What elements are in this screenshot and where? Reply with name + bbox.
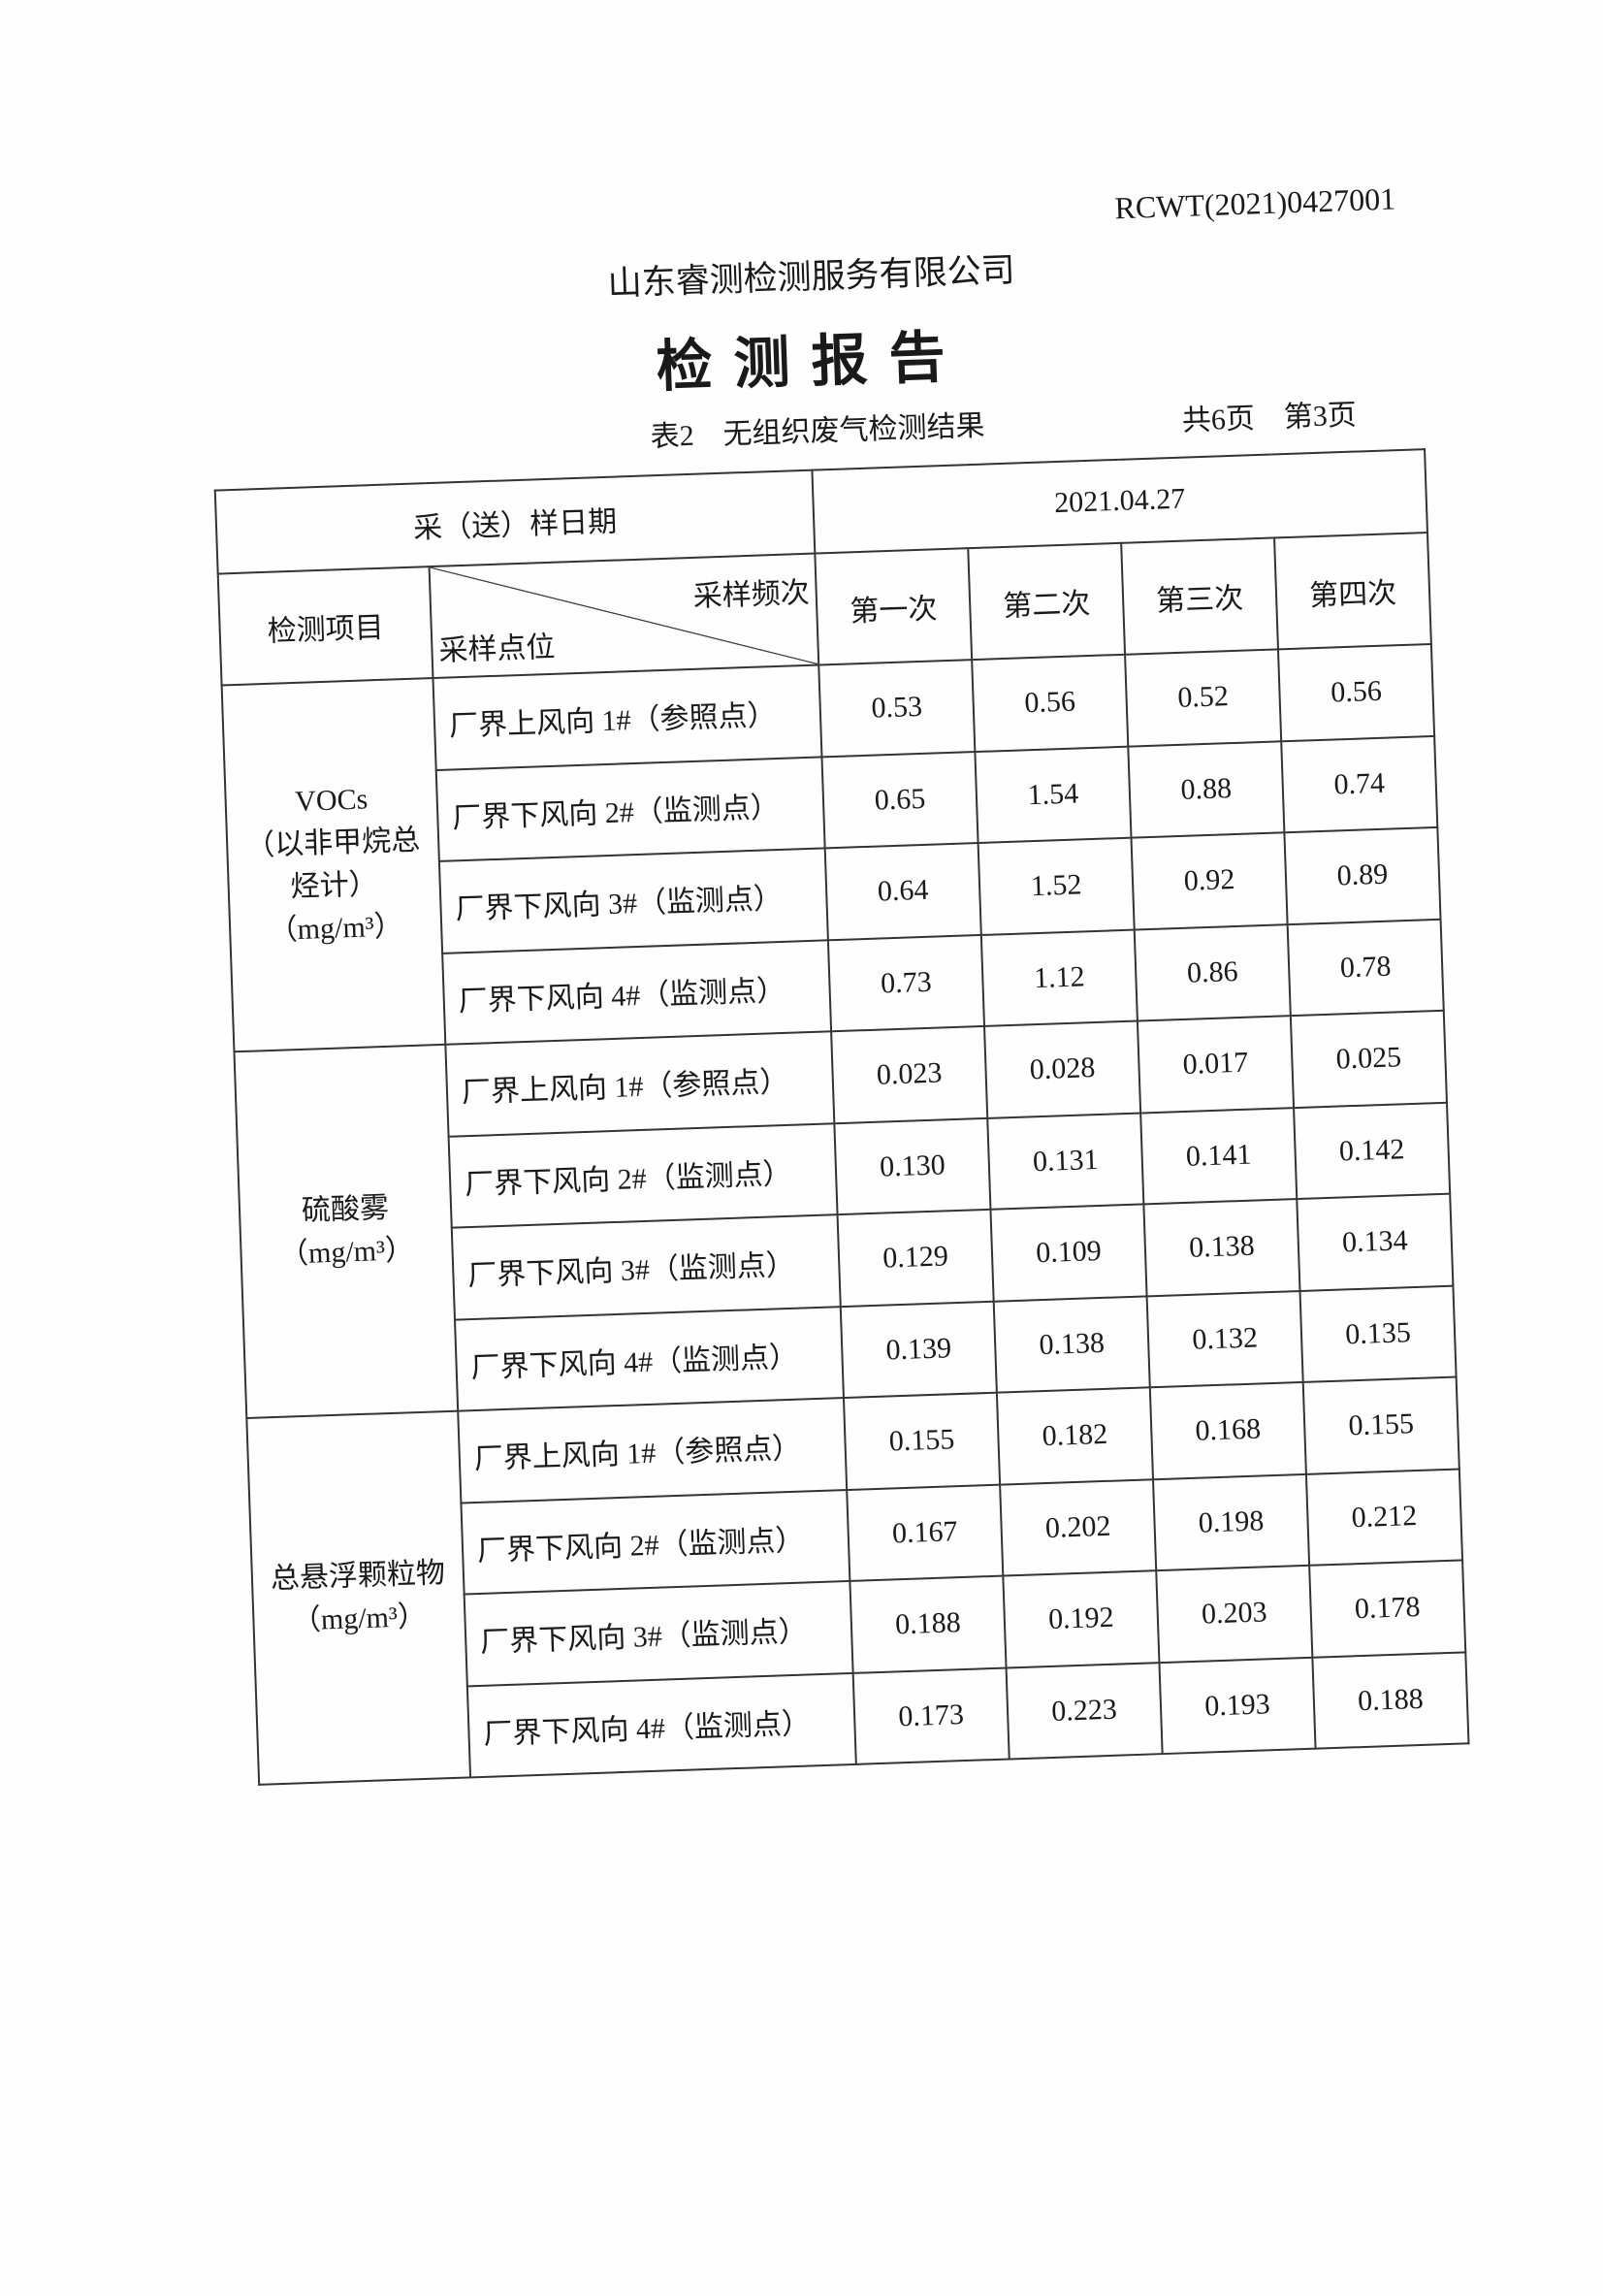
measurement-value: 0.142 <box>1294 1102 1451 1200</box>
measurement-value: 0.132 <box>1146 1290 1303 1388</box>
measurement-value: 0.223 <box>1006 1662 1163 1760</box>
measurement-value: 0.193 <box>1159 1657 1316 1755</box>
freq-header: 采样频次 <box>692 576 811 613</box>
test-item-cell: VOCs （以非甲烷总 烃计） （mg/m³） <box>221 678 446 1052</box>
measurement-value: 0.131 <box>987 1112 1144 1210</box>
sampling-point: 厂界下风向 4#（监测点） <box>454 1306 844 1411</box>
measurement-value: 0.56 <box>972 654 1129 752</box>
measurement-value: 0.178 <box>1309 1560 1466 1658</box>
measurement-value: 0.52 <box>1125 649 1282 747</box>
point-header: 采样点位 <box>437 631 557 667</box>
measurement-value: 0.74 <box>1281 735 1438 833</box>
sampling-point: 厂界上风向 1#（参照点） <box>433 664 822 770</box>
test-item-cell: 硫酸雾 （mg/m³） <box>234 1044 459 1419</box>
measurement-value: 0.65 <box>821 751 978 849</box>
sampling-point: 厂界下风向 3#（监测点） <box>464 1580 853 1686</box>
measurement-value: 0.92 <box>1131 832 1288 930</box>
round-header: 第三次 <box>1121 537 1278 655</box>
round-header: 第一次 <box>815 548 973 665</box>
measurement-value: 0.167 <box>847 1484 1004 1581</box>
test-item-line: VOCs <box>294 783 369 818</box>
measurement-value: 0.025 <box>1290 1010 1447 1108</box>
item-header: 检测项目 <box>217 566 433 686</box>
diagonal-line <box>431 555 818 677</box>
table-caption: 表2 无组织废气检测结果 <box>650 409 986 454</box>
sampling-point: 厂界上风向 1#（参照点） <box>458 1398 848 1504</box>
measurement-value: 0.141 <box>1140 1107 1298 1205</box>
test-item-line: 烃计） <box>290 868 379 904</box>
measurement-value: 0.53 <box>818 660 976 757</box>
measurement-value: 0.129 <box>837 1209 994 1307</box>
test-item-line: 硫酸雾 <box>301 1191 390 1227</box>
test-item-line: （以非甲烷总 <box>244 824 421 862</box>
results-table: 采（送）样日期 2021.04.27 检测项目 采样频次 采样点位 第一次 第二… <box>214 448 1470 1786</box>
measurement-value: 0.202 <box>1000 1478 1157 1576</box>
test-item-line: （mg/m³） <box>278 1234 415 1271</box>
measurement-value: 0.017 <box>1137 1016 1295 1113</box>
measurement-value: 0.138 <box>1143 1199 1300 1296</box>
measurement-value: 0.173 <box>852 1667 1010 1764</box>
measurement-value: 0.188 <box>1312 1651 1469 1749</box>
sampling-point: 厂界下风向 3#（监测点） <box>438 848 828 954</box>
measurement-value: 0.64 <box>824 843 981 940</box>
company-name: 山东睿测检测服务有限公司 <box>607 250 1016 304</box>
sampling-point: 厂界下风向 3#（监测点） <box>451 1214 841 1320</box>
measurement-value: 0.138 <box>993 1295 1150 1393</box>
report-title: 检测报告 <box>655 323 968 401</box>
report-number: RCWT(2021)0427001 <box>1113 180 1396 226</box>
measurement-value: 0.88 <box>1128 740 1285 838</box>
sampling-point: 厂界下风向 2#（监测点） <box>461 1489 850 1595</box>
measurement-value: 0.198 <box>1153 1473 1310 1571</box>
measurement-value: 0.155 <box>1302 1376 1459 1474</box>
sampling-point: 厂界下风向 4#（监测点） <box>442 939 832 1045</box>
measurement-value: 0.192 <box>1003 1570 1160 1668</box>
measurement-value: 0.109 <box>990 1204 1147 1302</box>
test-item-cell: 总悬浮颗粒物 （mg/m³） <box>246 1410 471 1785</box>
measurement-value: 0.56 <box>1277 644 1435 741</box>
diagonal-header-cell: 采样频次 采样点位 <box>429 553 819 679</box>
measurement-value: 1.54 <box>975 746 1132 844</box>
measurement-value: 0.86 <box>1134 923 1291 1021</box>
measurement-value: 0.028 <box>984 1020 1141 1118</box>
measurement-value: 0.212 <box>1305 1469 1463 1566</box>
test-item-line: 总悬浮颗粒物 <box>270 1557 446 1596</box>
test-item-line: （mg/m³） <box>268 910 404 947</box>
header-row: 检测项目 采样频次 采样点位 第一次 第二次 第三次 第四次 <box>217 533 1431 686</box>
sampling-point: 厂界下风向 2#（监测点） <box>448 1122 838 1228</box>
sampling-point: 厂界上风向 1#（参照点） <box>445 1031 835 1137</box>
round-header: 第二次 <box>968 542 1126 661</box>
page-count: 共6页 第3页 <box>1181 399 1358 437</box>
measurement-value: 1.12 <box>980 929 1138 1026</box>
measurement-value: 0.168 <box>1149 1381 1306 1479</box>
measurement-value: 0.139 <box>840 1301 997 1399</box>
measurement-value: 0.188 <box>850 1575 1007 1673</box>
measurement-value: 0.73 <box>827 934 985 1032</box>
measurement-value: 0.155 <box>843 1392 1001 1490</box>
measurement-value: 0.135 <box>1299 1285 1457 1382</box>
measurement-value: 0.78 <box>1287 919 1444 1017</box>
measurement-value: 0.134 <box>1297 1193 1454 1291</box>
measurement-value: 1.52 <box>978 837 1135 935</box>
measurement-value: 0.023 <box>831 1025 988 1123</box>
round-header: 第四次 <box>1274 533 1431 650</box>
sampling-point: 厂界下风向 2#（监测点） <box>435 756 825 861</box>
measurement-value: 0.203 <box>1156 1565 1313 1663</box>
test-item-line: （mg/m³） <box>291 1600 428 1637</box>
measurement-value: 0.130 <box>834 1117 991 1215</box>
sampling-point: 厂界下风向 4#（监测点） <box>466 1672 856 1778</box>
measurement-value: 0.89 <box>1284 826 1441 924</box>
measurement-value: 0.182 <box>996 1387 1154 1485</box>
